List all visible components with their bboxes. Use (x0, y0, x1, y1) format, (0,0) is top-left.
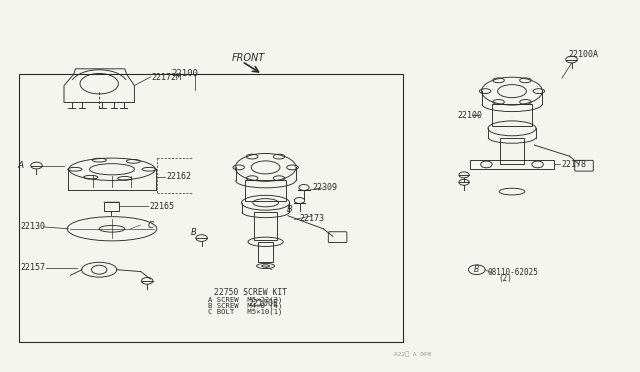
Text: C: C (147, 221, 154, 230)
Text: B: B (474, 265, 479, 274)
Text: (2): (2) (498, 275, 512, 283)
Text: FRONT: FRONT (232, 53, 265, 62)
Text: B: B (191, 228, 196, 237)
Text: A SCREW  M5×22(3): A SCREW M5×22(3) (208, 296, 282, 303)
Text: A: A (17, 161, 24, 170)
Bar (492, 104, 532, 126)
Text: 22750 SCREW KIT: 22750 SCREW KIT (214, 288, 287, 296)
Text: A22ᴪ A 0P0: A22ᴪ A 0P0 (394, 351, 431, 357)
Bar (258, 242, 273, 262)
Text: 22172M: 22172M (152, 73, 182, 81)
Bar (19, 74, 403, 342)
Text: 22100A: 22100A (568, 50, 598, 59)
Text: 22130: 22130 (20, 222, 45, 231)
Bar (104, 202, 119, 211)
Bar (254, 212, 277, 240)
Text: 08110-62025: 08110-62025 (488, 268, 538, 277)
Text: 22100: 22100 (172, 69, 198, 78)
Text: 22162: 22162 (166, 172, 191, 181)
Text: C BOLT   M5×10(1): C BOLT M5×10(1) (208, 309, 282, 315)
Bar (245, 180, 286, 201)
Bar (470, 160, 554, 169)
Text: B SCREW  M4×8 (4): B SCREW M4×8 (4) (208, 302, 282, 309)
Text: 22173: 22173 (300, 214, 324, 223)
Text: 22178: 22178 (561, 160, 586, 169)
Text: 22309: 22309 (312, 183, 337, 192)
Text: 22157: 22157 (20, 263, 45, 272)
Text: 22100: 22100 (458, 111, 483, 120)
Text: B: B (287, 205, 292, 214)
Text: 22165: 22165 (150, 202, 175, 211)
Bar (500, 138, 524, 164)
Text: 22100E: 22100E (248, 299, 278, 308)
